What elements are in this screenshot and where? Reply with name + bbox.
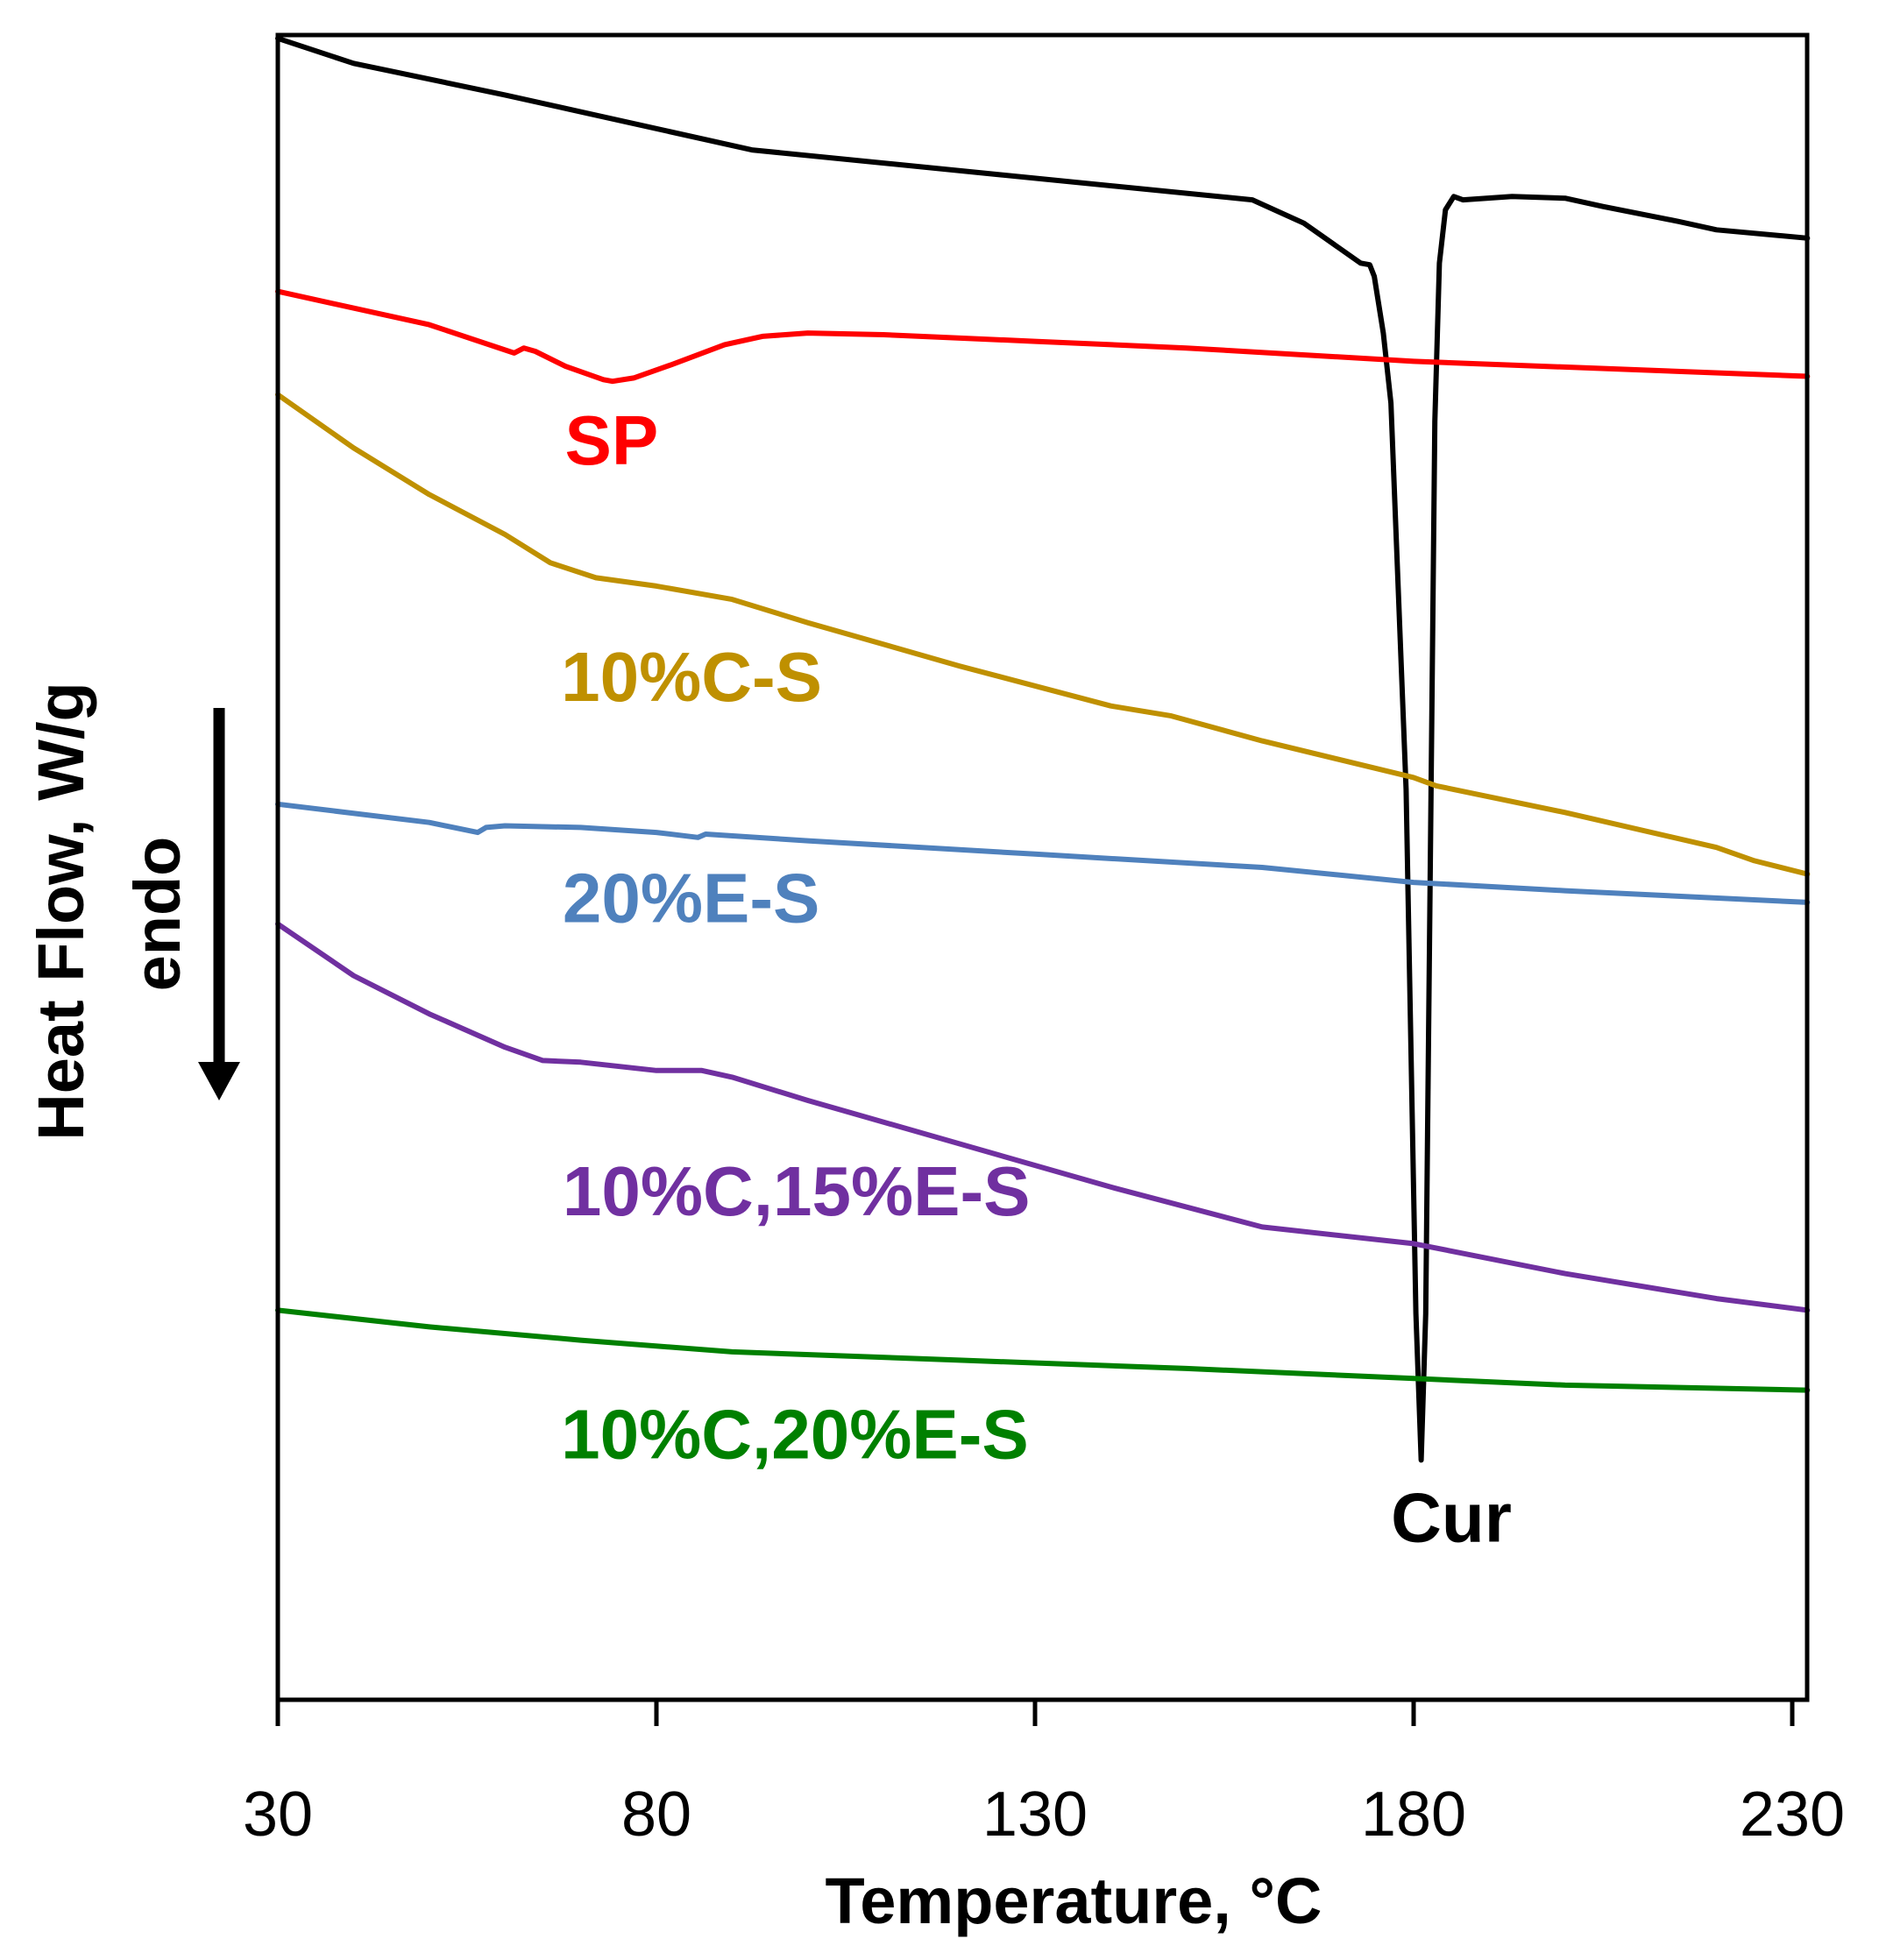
series-label-cur: Cur — [1391, 1479, 1512, 1557]
series-label-20-e-s: 20%E-S — [563, 860, 819, 938]
y-axis-title: Heat Flow, W/g — [25, 682, 97, 1140]
series-line-cur — [275, 35, 1811, 1463]
y-axis-subtitle-endo: endo — [121, 837, 194, 992]
series-line-10-c-15-e-s — [275, 921, 1811, 1313]
series-label-10-c-15-e-s: 10%C,15%E-S — [563, 1152, 1031, 1230]
series-label-sp: SP — [564, 401, 658, 479]
series-line-10-c-20-e-s — [275, 1307, 1811, 1393]
x-tick-label: 180 — [1361, 1780, 1466, 1850]
series-label-10-c-s: 10%C-S — [561, 638, 822, 716]
series-layer — [275, 35, 1811, 1463]
x-axis-title: Temperature, °C — [826, 1864, 1322, 1937]
series-labels: Cur SP 10%C-S 20%E-S 10%C,15%E-S 10%C,20%E-S — [561, 401, 1512, 1556]
series-line-10-c-s — [275, 392, 1811, 877]
x-tick-label: 130 — [982, 1780, 1088, 1850]
x-tick-label: 30 — [243, 1780, 313, 1850]
series-line-sp — [275, 288, 1811, 385]
series-label-10-c-20-e-s: 10%C,20%E-S — [561, 1396, 1029, 1474]
endo-arrow-icon — [198, 708, 240, 1100]
plot-frame — [275, 32, 1810, 1702]
x-tick-label: 230 — [1740, 1780, 1845, 1850]
x-tick-label: 80 — [621, 1780, 691, 1850]
series-line-20-e-s — [275, 801, 1811, 905]
x-axis-ticks: 30 80 130 180 230 — [243, 1700, 1845, 1850]
